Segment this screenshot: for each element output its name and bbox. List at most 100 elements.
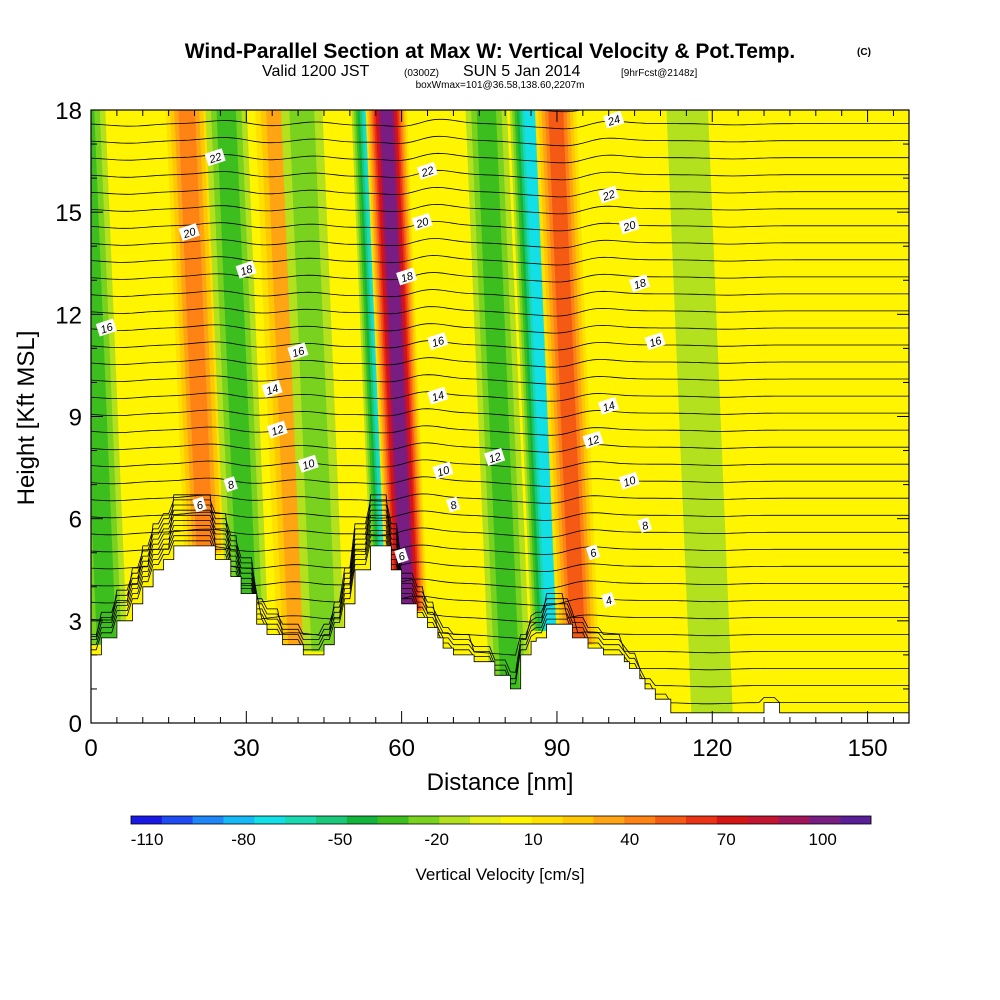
theta-contour-label: 6 xyxy=(192,496,207,513)
colorbar-swatch xyxy=(192,816,224,824)
theta-label-text: 6 xyxy=(195,499,205,513)
colorbar-frame xyxy=(130,815,872,825)
colorbar-swatch xyxy=(809,816,841,824)
theta-contour-label: 8 xyxy=(446,496,461,513)
y-axis-label: Height [Kft MSL] xyxy=(13,331,40,506)
colorbar-swatch xyxy=(470,816,502,824)
colorbar-swatch xyxy=(531,816,563,824)
colorbar-swatch xyxy=(439,816,471,824)
theta-label-text: 22 xyxy=(600,188,616,204)
theta-label-text: 14 xyxy=(601,400,616,415)
colorbar-swatch xyxy=(131,816,163,824)
theta-contour-label: 6 xyxy=(394,547,409,564)
w-band-level xyxy=(216,110,256,601)
theta-isentrope xyxy=(91,510,909,521)
theta-label-box xyxy=(629,274,651,293)
theta-contour-label: 14 xyxy=(261,379,283,398)
theta-isentrope xyxy=(91,504,909,589)
theta-isentrope xyxy=(91,374,909,385)
theta-label-text: 20 xyxy=(181,226,198,242)
x-tick-label: 0 xyxy=(84,735,97,762)
colorbar-tick-label: 10 xyxy=(524,830,543,849)
theta-contour-label: 12 xyxy=(582,430,604,449)
x-tick-label: 150 xyxy=(848,735,888,762)
theta-label-box xyxy=(394,547,409,564)
colorbar-swatch xyxy=(501,816,533,824)
theta-label-text: 8 xyxy=(449,499,459,513)
w-band-level xyxy=(523,110,559,631)
theta-label-box xyxy=(178,223,200,242)
theta-isentrope xyxy=(91,118,909,130)
theta-label-text: 6 xyxy=(397,550,407,564)
theta-label-box xyxy=(427,332,449,351)
theta-contour-label: 18 xyxy=(235,260,257,279)
theta-isentrope xyxy=(91,255,909,266)
theta-label-box xyxy=(601,592,616,608)
theta-isentrope xyxy=(91,391,909,402)
theta-label-text: 18 xyxy=(632,277,648,292)
colorbar-swatch xyxy=(254,816,286,824)
theta-label-box xyxy=(637,517,653,533)
colorbar-swatch xyxy=(562,816,594,824)
theta-label-box xyxy=(597,396,620,415)
w-band-level xyxy=(266,110,308,652)
theta-label-box xyxy=(582,430,604,449)
theta-contour-label: 16 xyxy=(95,318,117,337)
colorbar-swatch xyxy=(716,816,748,824)
theta-label-text: 10 xyxy=(301,457,317,472)
colorbar-swatch xyxy=(316,816,348,824)
theta-label-box xyxy=(396,267,418,286)
x-axis: 0 30 60 90 120 150 xyxy=(84,110,894,762)
valid-time-line: Valid 1200 JST (0300Z) SUN 5 Jan 2014 [9… xyxy=(262,63,698,80)
theta-isentrope xyxy=(91,535,909,688)
theta-contours xyxy=(91,110,909,705)
theta-contour-label: 14 xyxy=(597,396,620,415)
colorbar-swatch xyxy=(778,816,810,824)
colorbar-swatch xyxy=(686,816,718,824)
theta-label-text: 14 xyxy=(265,383,280,398)
colorbar-swatch xyxy=(408,816,440,824)
theta-contour-label: 10 xyxy=(297,454,319,473)
theta-label-box xyxy=(484,447,506,466)
theta-label-box xyxy=(287,342,309,361)
y-tick-label: 3 xyxy=(69,609,82,636)
forecast-info: [9hrFcst@2148z] xyxy=(621,68,698,79)
theta-label-box xyxy=(427,386,449,405)
theta-label-box xyxy=(266,420,288,439)
theta-label-box xyxy=(618,471,640,490)
theta-label-box xyxy=(235,260,257,279)
w-band-level xyxy=(476,110,520,696)
theta-isentrope xyxy=(91,289,909,300)
theta-contour-label: 12 xyxy=(484,447,506,466)
theta-isentrope xyxy=(91,520,909,640)
theta-isentrope xyxy=(91,306,909,317)
theta-isentrope xyxy=(91,530,909,673)
theta-label-text: 22 xyxy=(207,151,223,167)
colorbar-swatch xyxy=(161,816,193,824)
colorbar-swatch xyxy=(223,816,255,824)
theta-isentrope xyxy=(91,135,909,147)
colorbar-swatch xyxy=(346,816,378,824)
theta-isentrope xyxy=(91,169,909,181)
theta-label-text: 4 xyxy=(604,595,614,608)
theta-label-box xyxy=(644,332,666,351)
x-axis-label: Distance [nm] xyxy=(427,769,574,796)
theta-label-box xyxy=(223,476,238,493)
valid-date: SUN 5 Jan 2014 xyxy=(463,63,581,80)
theta-contour-label: 20 xyxy=(618,216,640,235)
y-tick-label: 18 xyxy=(55,98,82,125)
colorbar-tick-label: -50 xyxy=(328,830,353,849)
theta-label-text: 12 xyxy=(487,451,502,466)
theta-contour-label: 22 xyxy=(416,161,438,181)
theta-label-box xyxy=(95,318,117,337)
x-tick-label: 120 xyxy=(692,735,732,762)
colorbar-tick-label: -110 xyxy=(131,830,164,849)
theta-contour-label: 20 xyxy=(178,223,200,242)
theta-label-text: 22 xyxy=(419,165,435,181)
colorbar-tick-label: -20 xyxy=(424,830,449,849)
theta-label-text: 20 xyxy=(414,215,431,231)
box-wmax-line: boxWmax=101@36.58,138.60,2207m xyxy=(416,80,585,91)
theta-label-box xyxy=(416,161,438,180)
theta-contour-label: 6 xyxy=(585,544,601,560)
